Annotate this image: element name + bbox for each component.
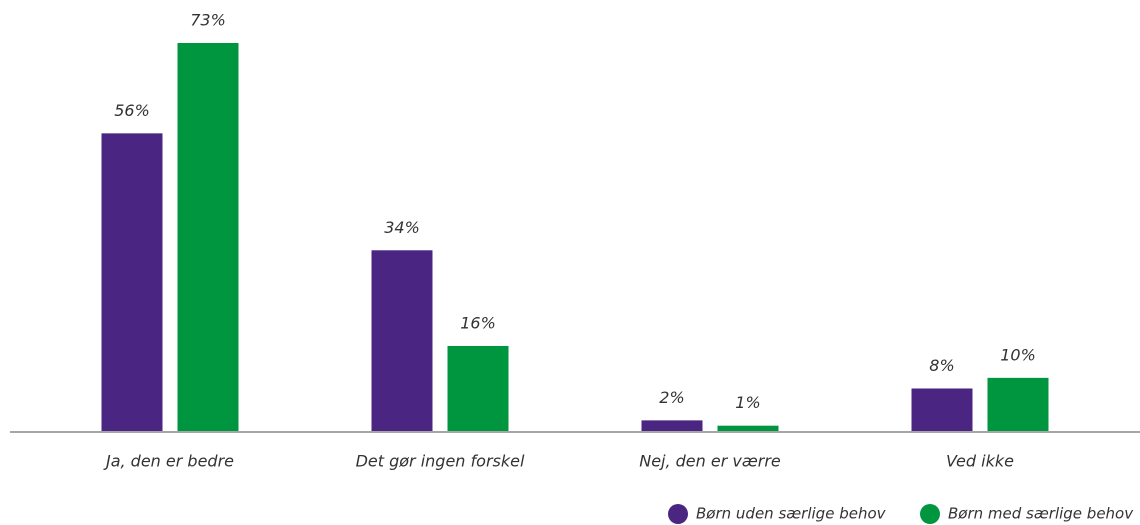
value-label: 34% [384, 218, 420, 237]
value-label: 16% [460, 313, 496, 332]
bar [101, 133, 163, 431]
bar [641, 420, 703, 431]
bar [447, 345, 509, 431]
value-label: 1% [735, 393, 760, 412]
legend-swatch [668, 504, 688, 524]
value-label: 2% [659, 388, 684, 407]
bar [177, 43, 239, 431]
bar [987, 377, 1049, 431]
x-tick-label: Ved ikke [946, 452, 1014, 471]
bar [717, 425, 779, 431]
value-label: 10% [1000, 345, 1036, 364]
x-tick-label: Nej, den er værre [639, 452, 781, 471]
bar [371, 250, 433, 431]
value-label: 73% [190, 11, 226, 30]
x-tick-label: Ja, den er bedre [103, 452, 234, 471]
value-label: 56% [114, 101, 150, 120]
value-label: 8% [929, 356, 954, 375]
legend-label: Børn med særlige behov [948, 505, 1134, 523]
legend-swatch [920, 504, 940, 524]
legend-label: Børn uden særlige behov [696, 505, 887, 523]
x-tick-label: Det gør ingen forskel [356, 452, 525, 471]
bar [911, 388, 973, 431]
